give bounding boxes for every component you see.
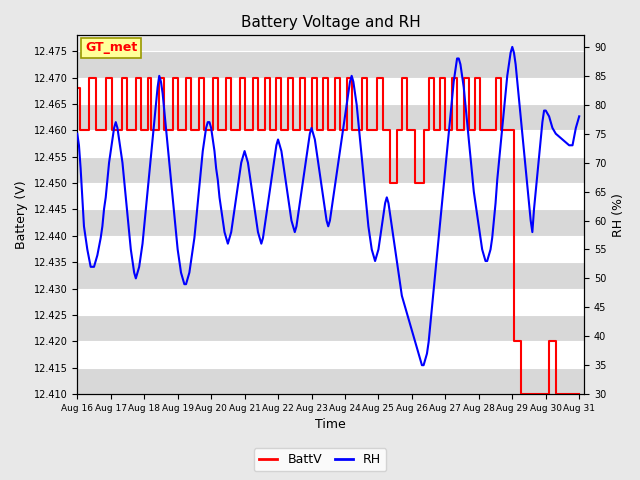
Bar: [77, 368, 584, 394]
Y-axis label: RH (%): RH (%): [612, 193, 625, 237]
Bar: [77, 51, 584, 78]
Legend: BattV, RH: BattV, RH: [253, 448, 387, 471]
X-axis label: Time: Time: [316, 419, 346, 432]
Title: Battery Voltage and RH: Battery Voltage and RH: [241, 15, 420, 30]
Bar: [77, 209, 584, 236]
Bar: [77, 130, 584, 156]
Bar: [77, 315, 584, 341]
Text: GT_met: GT_met: [85, 41, 137, 54]
Bar: [77, 288, 584, 315]
Bar: [77, 262, 584, 288]
Y-axis label: Battery (V): Battery (V): [15, 180, 28, 249]
Bar: [77, 236, 584, 262]
Bar: [77, 156, 584, 183]
Bar: [77, 104, 584, 130]
Bar: [77, 183, 584, 209]
Bar: [77, 78, 584, 104]
Bar: [77, 341, 584, 368]
